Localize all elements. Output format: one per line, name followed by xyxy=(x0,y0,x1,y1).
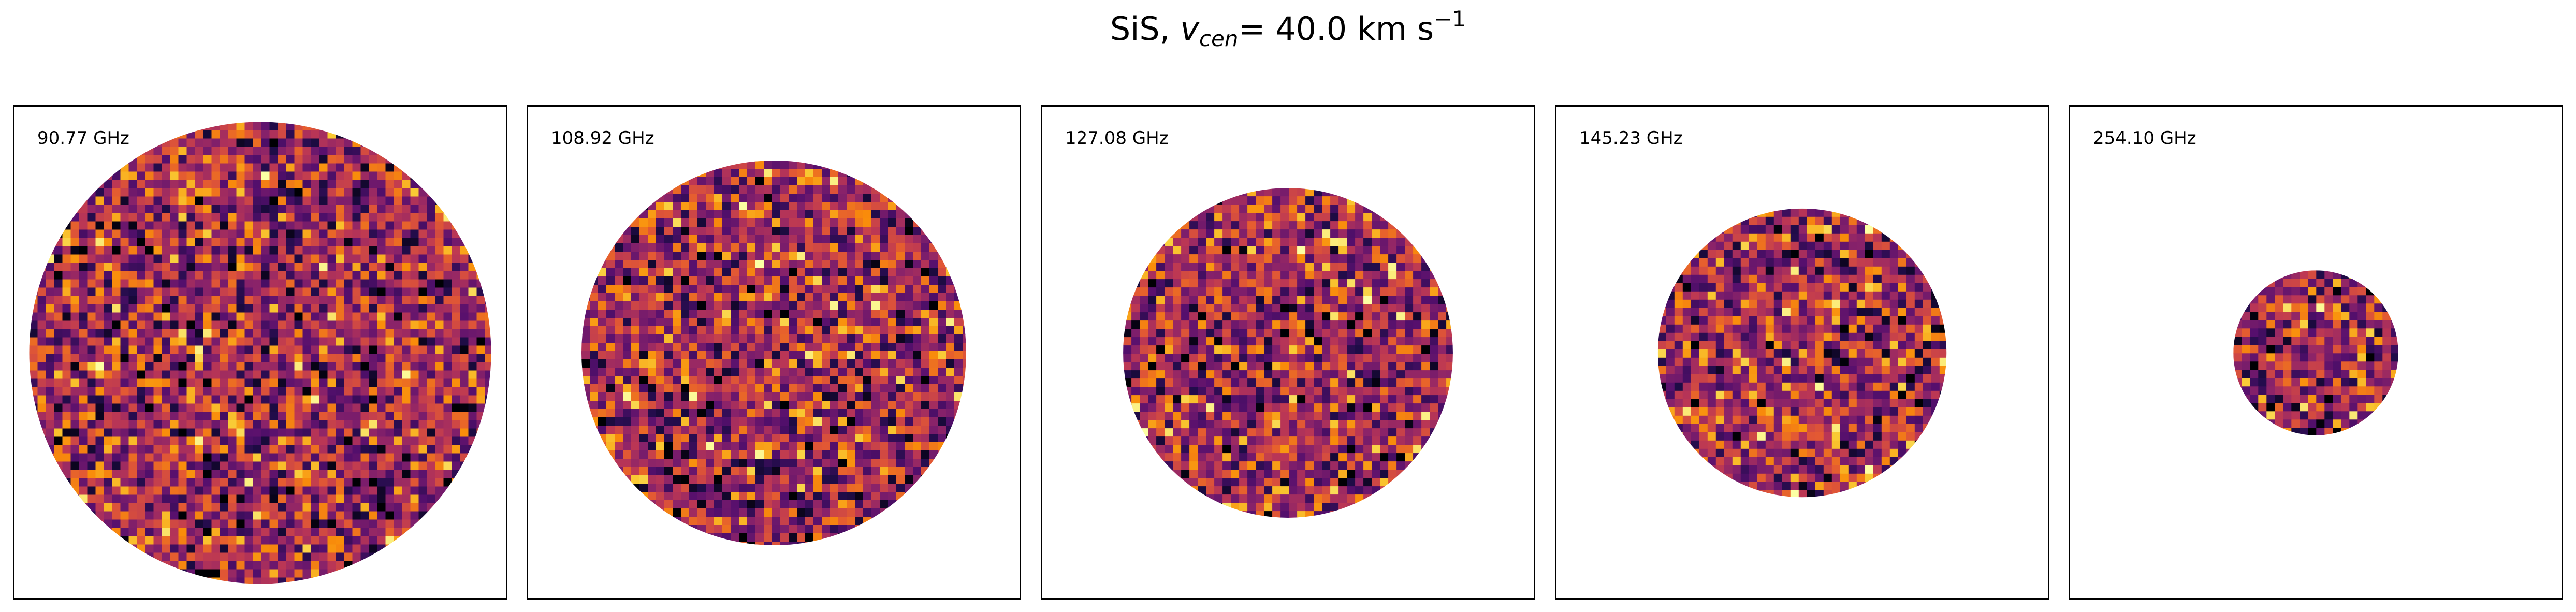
noise-map-4 xyxy=(1657,208,1947,498)
map-panel-5-frequency-label: 254.10 GHz xyxy=(2093,128,2196,149)
map-panel-4-plot xyxy=(1657,208,1947,498)
map-panel-5: 254.10 GHz xyxy=(2069,105,2563,600)
map-panel-1: 90.77 GHz xyxy=(13,105,507,600)
noise-map-5 xyxy=(2233,270,2398,435)
noise-map-3 xyxy=(1123,188,1453,518)
title-molecule: SiS, xyxy=(1110,10,1170,48)
map-panel-1-frequency-label: 90.77 GHz xyxy=(37,128,129,149)
map-panel-3: 127.08 GHz xyxy=(1041,105,1535,600)
figure-title: SiS, vcen= 40.0 km s−1 xyxy=(0,6,2576,52)
title-velocity-subscript: cen xyxy=(1199,26,1239,51)
map-panel-4-frequency-label: 145.23 GHz xyxy=(1579,128,1683,149)
map-panel-3-plot xyxy=(1123,188,1453,518)
title-velocity-exponent: −1 xyxy=(1434,6,1466,32)
title-velocity-symbol: v xyxy=(1180,10,1199,48)
map-panel-2: 108.92 GHz xyxy=(527,105,1021,600)
map-panel-4: 145.23 GHz xyxy=(1555,105,2049,600)
noise-map-1 xyxy=(29,122,491,584)
noise-map-2 xyxy=(581,161,967,546)
map-panel-5-plot xyxy=(2233,270,2398,435)
title-velocity-value: = 40.0 km s xyxy=(1238,10,1434,48)
map-panel-3-frequency-label: 127.08 GHz xyxy=(1065,128,1169,149)
map-panel-2-plot xyxy=(581,161,967,546)
map-panel-1-plot xyxy=(29,122,491,584)
map-panel-2-frequency-label: 108.92 GHz xyxy=(551,128,654,149)
